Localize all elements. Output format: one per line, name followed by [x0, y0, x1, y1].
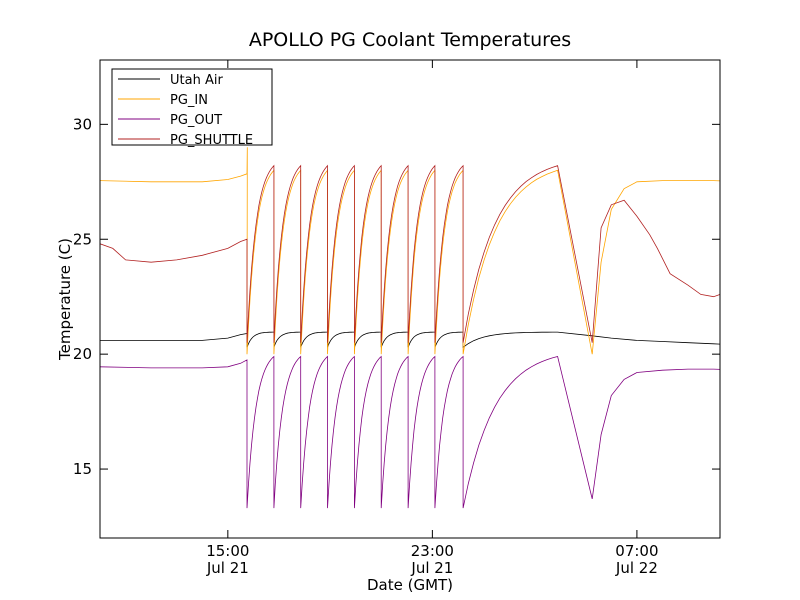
- x-tick-label-time: 15:00: [206, 542, 249, 560]
- x-tick-label-date: Jul 21: [206, 559, 249, 577]
- series-line-pg-in: [100, 147, 720, 355]
- plot-frame: [99, 59, 721, 539]
- x-tick-label-date: Jul 22: [615, 559, 658, 577]
- x-axis-title: Date (GMT): [367, 576, 453, 594]
- x-tick-label-time: 07:00: [615, 542, 658, 560]
- chart-title: APOLLO PG Coolant Temperatures: [249, 29, 571, 51]
- y-tick-label: 20: [73, 345, 92, 363]
- series-line-pg-out: [100, 355, 720, 509]
- legend-box: [111, 68, 273, 146]
- legend-label: Utah Air: [170, 73, 223, 88]
- y-tick-label: 25: [73, 230, 92, 248]
- legend-label: PG_IN: [170, 93, 208, 108]
- x-tick-label-time: 23:00: [411, 542, 454, 560]
- y-tick-label: 15: [73, 460, 92, 478]
- y-tick-label: 30: [73, 115, 92, 133]
- y-axis-title: Temperature (C): [56, 238, 74, 361]
- legend-label: PG_OUT: [170, 113, 222, 128]
- legend: Utah Air PG_IN PG_OUT PG_SHUTTLE: [111, 68, 273, 148]
- legend-label: PG_SHUTTLE: [170, 133, 253, 148]
- series-line-pg-shuttle: [100, 164, 720, 343]
- series-layer: [100, 147, 720, 509]
- series-line-utah-air: [100, 331, 720, 349]
- x-tick-label-date: Jul 21: [410, 559, 453, 577]
